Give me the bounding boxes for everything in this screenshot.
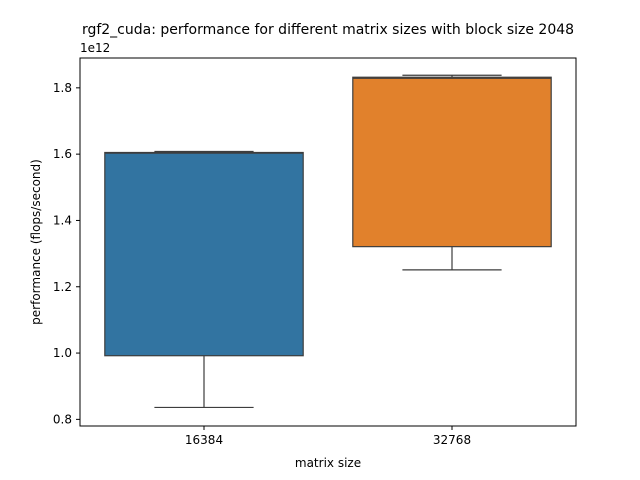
y-tick-label: 1.2 bbox=[53, 280, 72, 294]
y-tick-label: 1.6 bbox=[53, 147, 72, 161]
plot-area: 0.8 1.0 1.2 1.4 1.6 1.8 16384 32768 bbox=[53, 57, 577, 447]
box-32768 bbox=[352, 76, 552, 248]
x-axis-label: matrix size bbox=[295, 456, 361, 470]
y-tick-label: 1.0 bbox=[53, 346, 72, 360]
y-tick-label: 1.4 bbox=[53, 213, 72, 227]
y-axis-label: performance (flops/second) bbox=[29, 159, 43, 325]
axes-frame bbox=[79, 57, 577, 427]
box-16384 bbox=[104, 151, 304, 357]
x-tick-label: 16384 bbox=[185, 433, 223, 447]
y-tick-label: 1.8 bbox=[53, 81, 72, 95]
y-axis-offset-label: 1e12 bbox=[80, 41, 110, 55]
x-tick-label: 32768 bbox=[433, 433, 471, 447]
chart-title: rgf2_cuda: performance for different mat… bbox=[82, 22, 574, 38]
y-tick-label: 0.8 bbox=[53, 412, 72, 426]
